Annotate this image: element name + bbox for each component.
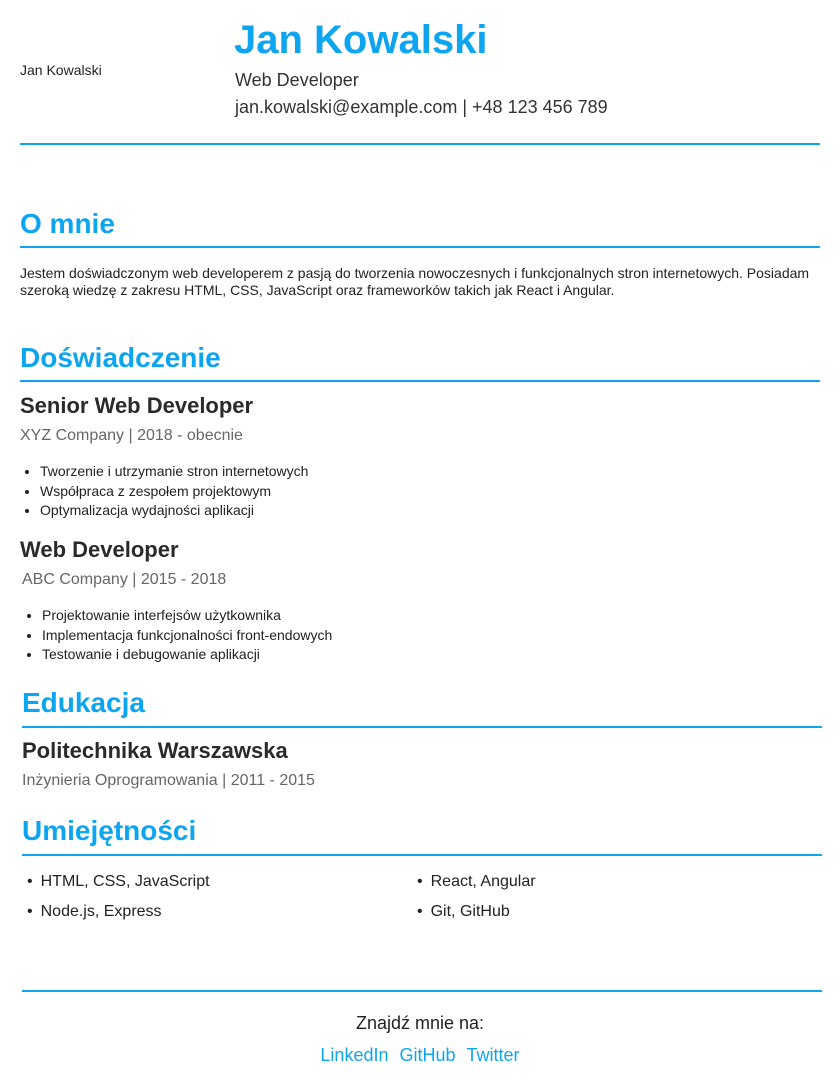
linkedin-link[interactable]: LinkedIn — [320, 1045, 389, 1065]
job-meta: ABC Company | 2015 - 2018 — [22, 571, 227, 588]
contact-info: jan.kowalski@example.com | +48 123 456 7… — [235, 97, 608, 117]
job-meta: XYZ Company | 2018 - obecnie — [20, 427, 243, 444]
section-divider — [20, 380, 820, 382]
find-me-label: Znajdź mnie na: — [355, 1013, 485, 1033]
section-divider — [22, 726, 822, 728]
skill-item: HTML, CSS, JavaScript — [27, 873, 210, 891]
job-title: Web Developer — [20, 537, 179, 562]
github-link[interactable]: GitHub — [399, 1045, 456, 1065]
school-name: Politechnika Warszawska — [22, 738, 288, 763]
header-divider — [20, 143, 820, 145]
skill-item: Git, GitHub — [417, 903, 510, 921]
skill-item: Node.js, Express — [27, 903, 162, 921]
about-text: Jestem doświadczonym web developerem z p… — [20, 265, 810, 298]
job-role: Web Developer — [235, 70, 359, 90]
job-title: Senior Web Developer — [20, 393, 254, 418]
social-links: LinkedIn GitHub Twitter — [0, 1045, 840, 1066]
section-title-skills: Umiejętności — [22, 815, 197, 846]
skill-item: React, Angular — [417, 873, 536, 891]
section-title-education: Edukacja — [22, 687, 145, 718]
section-title-about: O mnie — [20, 208, 115, 239]
list-item: Tworzenie i utrzymanie stron internetowy… — [40, 462, 308, 482]
profile-photo: Jan Kowalski — [20, 62, 102, 78]
list-item: Współpraca z zespołem projektowym — [40, 482, 308, 502]
job-duties: Tworzenie i utrzymanie stron internetowy… — [20, 462, 308, 521]
section-divider — [20, 246, 820, 248]
list-item: Optymalizacja wydajności aplikacji — [40, 501, 308, 521]
section-title-experience: Doświadczenie — [20, 342, 221, 373]
section-divider — [22, 854, 822, 856]
page-title: Jan Kowalski — [234, 18, 488, 62]
list-item: Implementacja funkcjonalności front-endo… — [42, 626, 332, 646]
job-duties: Projektowanie interfejsów użytkownika Im… — [22, 606, 332, 665]
list-item: Testowanie i debugowanie aplikacji — [42, 645, 332, 665]
education-meta: Inżynieria Oprogramowania | 2011 - 2015 — [22, 772, 315, 789]
footer-divider — [22, 990, 822, 992]
list-item: Projektowanie interfejsów użytkownika — [42, 606, 332, 626]
twitter-link[interactable]: Twitter — [466, 1045, 520, 1065]
